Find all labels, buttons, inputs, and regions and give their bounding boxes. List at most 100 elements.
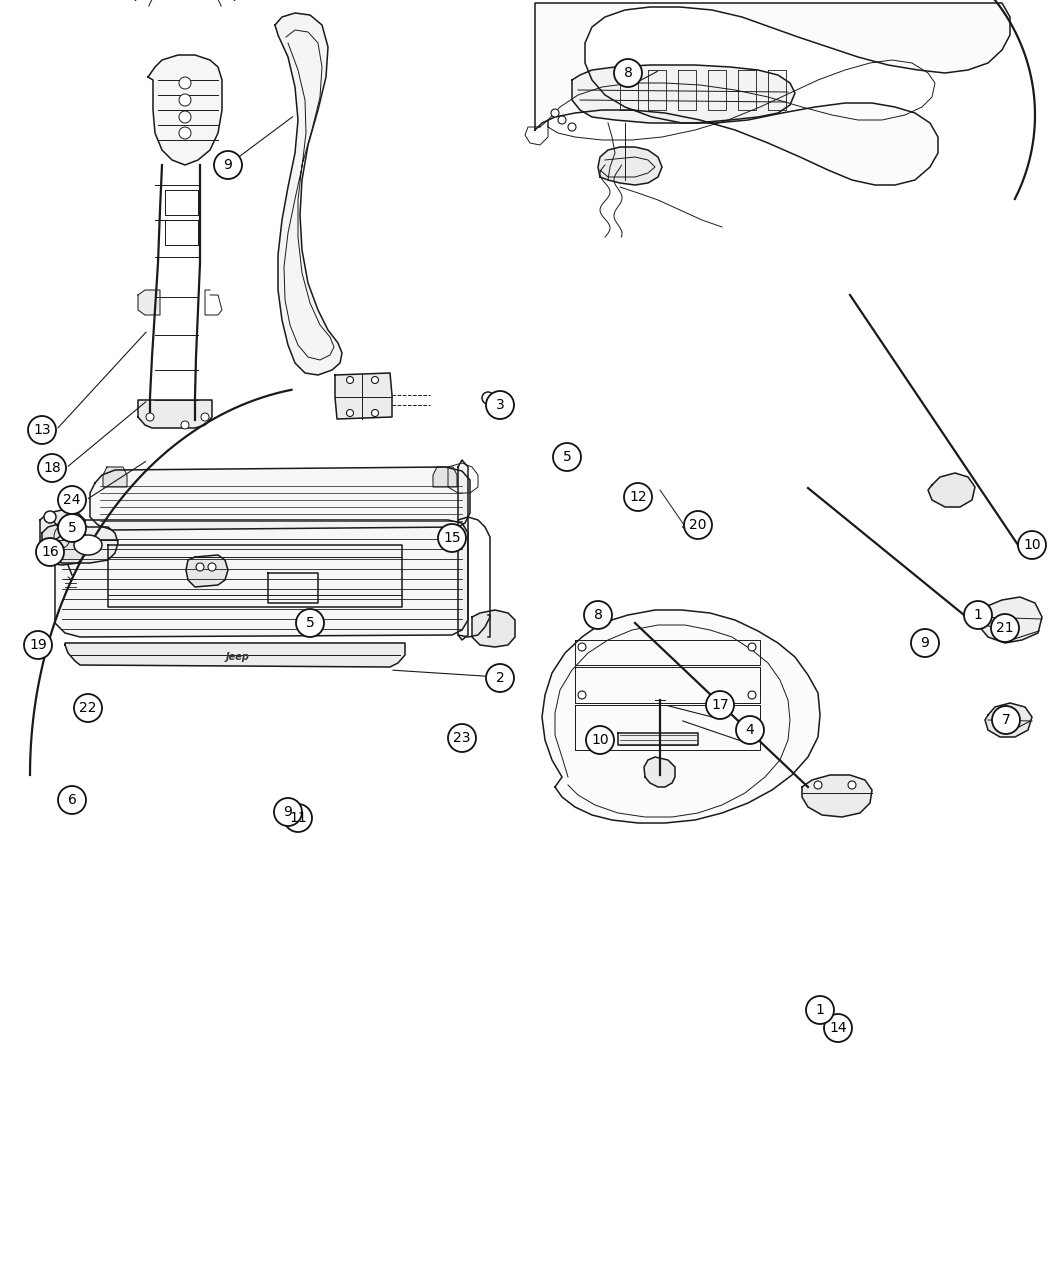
Polygon shape	[458, 460, 468, 640]
Text: 2: 2	[496, 671, 504, 685]
Circle shape	[196, 564, 204, 571]
Text: 5: 5	[563, 450, 571, 464]
Polygon shape	[572, 65, 795, 122]
Text: 5: 5	[67, 521, 77, 536]
Text: 8: 8	[624, 66, 632, 80]
Circle shape	[964, 601, 992, 629]
Circle shape	[284, 805, 312, 833]
Circle shape	[624, 483, 652, 511]
Circle shape	[214, 150, 242, 178]
Polygon shape	[40, 510, 85, 565]
Text: 16: 16	[41, 544, 59, 558]
Circle shape	[438, 524, 466, 552]
Circle shape	[736, 717, 764, 745]
Circle shape	[911, 629, 939, 657]
Circle shape	[346, 409, 354, 417]
Polygon shape	[978, 597, 1042, 643]
Polygon shape	[928, 473, 975, 507]
Text: 22: 22	[79, 701, 97, 715]
Text: 3: 3	[496, 398, 504, 412]
Circle shape	[748, 691, 756, 699]
Polygon shape	[433, 467, 457, 487]
Circle shape	[706, 691, 734, 719]
Text: 1: 1	[816, 1003, 824, 1017]
Text: 14: 14	[830, 1021, 846, 1035]
Text: Jeep: Jeep	[226, 652, 250, 662]
Text: 5: 5	[306, 616, 314, 630]
Polygon shape	[335, 374, 392, 419]
Circle shape	[58, 514, 86, 542]
Circle shape	[178, 94, 191, 106]
Circle shape	[684, 511, 712, 539]
Text: 9: 9	[921, 636, 929, 650]
Text: 9: 9	[284, 805, 293, 819]
Circle shape	[296, 609, 324, 638]
Text: 23: 23	[454, 731, 470, 745]
Circle shape	[584, 601, 612, 629]
Polygon shape	[542, 609, 820, 822]
Circle shape	[372, 409, 378, 417]
Text: 7: 7	[1002, 713, 1010, 727]
Polygon shape	[90, 467, 470, 530]
Text: 19: 19	[29, 638, 47, 652]
Polygon shape	[186, 555, 228, 586]
Text: 20: 20	[689, 518, 707, 532]
Text: 12: 12	[629, 490, 647, 504]
Circle shape	[201, 413, 209, 421]
Polygon shape	[65, 643, 405, 667]
Text: 13: 13	[34, 423, 50, 437]
Text: 21: 21	[996, 621, 1014, 635]
Circle shape	[1018, 530, 1046, 558]
Polygon shape	[103, 467, 127, 487]
Text: 18: 18	[43, 462, 61, 476]
Circle shape	[58, 785, 86, 813]
Ellipse shape	[74, 536, 102, 555]
Text: 11: 11	[289, 811, 307, 825]
Circle shape	[486, 664, 514, 692]
Polygon shape	[55, 520, 468, 638]
Circle shape	[824, 1014, 852, 1042]
Circle shape	[178, 111, 191, 122]
Circle shape	[578, 643, 586, 652]
Circle shape	[208, 564, 216, 571]
Text: 10: 10	[1023, 538, 1041, 552]
Text: 10: 10	[591, 733, 609, 747]
Circle shape	[146, 413, 154, 421]
Circle shape	[58, 486, 86, 514]
Circle shape	[178, 128, 191, 139]
Circle shape	[74, 694, 102, 722]
Circle shape	[806, 996, 834, 1024]
Circle shape	[992, 706, 1020, 734]
Text: 17: 17	[711, 697, 729, 711]
Circle shape	[991, 615, 1018, 643]
Text: 1: 1	[973, 608, 983, 622]
Circle shape	[558, 116, 566, 124]
Text: 8: 8	[593, 608, 603, 622]
Circle shape	[586, 725, 614, 754]
Circle shape	[614, 59, 642, 87]
Circle shape	[44, 511, 56, 523]
Circle shape	[448, 724, 476, 752]
Text: 24: 24	[63, 493, 81, 507]
Polygon shape	[472, 609, 514, 646]
Polygon shape	[985, 703, 1032, 737]
Circle shape	[181, 421, 189, 428]
Polygon shape	[598, 147, 662, 185]
Circle shape	[748, 643, 756, 652]
Polygon shape	[644, 757, 675, 787]
Polygon shape	[275, 13, 342, 375]
Text: 6: 6	[67, 793, 77, 807]
Text: 15: 15	[443, 530, 461, 544]
Circle shape	[346, 376, 354, 384]
Polygon shape	[138, 400, 212, 428]
Circle shape	[482, 391, 494, 404]
Polygon shape	[536, 3, 1010, 185]
Polygon shape	[618, 733, 698, 745]
Circle shape	[568, 122, 576, 131]
Circle shape	[38, 454, 66, 482]
Polygon shape	[138, 289, 160, 315]
Circle shape	[36, 538, 64, 566]
Polygon shape	[42, 523, 118, 564]
Text: 4: 4	[746, 723, 754, 737]
Circle shape	[814, 782, 822, 789]
